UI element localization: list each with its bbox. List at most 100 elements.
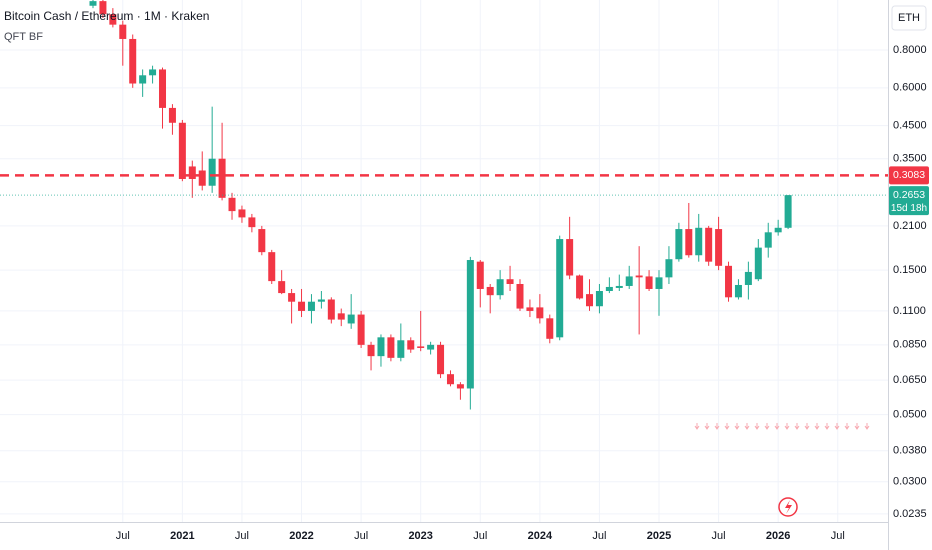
candle-body	[139, 75, 147, 84]
y-tick-label: 0.2100	[893, 220, 927, 232]
candle-body	[248, 217, 256, 228]
signal-arrow	[844, 423, 850, 430]
candle-body	[387, 337, 395, 358]
y-tick-label: 0.4500	[893, 120, 927, 132]
candle-body	[715, 229, 723, 266]
candle-body	[725, 265, 733, 298]
candle-body	[774, 227, 782, 233]
candle-body	[417, 346, 425, 348]
candle-body	[437, 344, 445, 375]
candle-body	[357, 314, 365, 345]
x-tick-label: Jul	[116, 530, 130, 542]
candle-body	[446, 374, 454, 385]
candle-body	[228, 197, 236, 212]
candle-body	[208, 158, 216, 186]
last-price-label: 0.2653	[893, 189, 925, 201]
x-tick-label: 2026	[766, 530, 790, 542]
chart-title: Bitcoin Cash / Ethereum · 1M · Kraken	[4, 9, 209, 23]
candle-body	[685, 229, 693, 256]
currency[interactable]: ETH	[898, 12, 920, 24]
signal-arrow	[704, 423, 710, 430]
y-tick-label: 0.0650	[893, 374, 927, 386]
signal-arrow	[714, 423, 720, 430]
candle-body	[586, 294, 593, 307]
y-tick-label: 0.6000	[893, 82, 927, 94]
candle-body	[754, 247, 762, 280]
x-tick-label: Jul	[473, 530, 487, 542]
candle-body	[665, 259, 673, 278]
candle-body	[576, 275, 584, 299]
candle-body	[317, 299, 325, 302]
y-tick-label: 0.0500	[893, 409, 927, 421]
candle-body	[744, 271, 752, 285]
signal-arrow	[724, 423, 730, 430]
candle-body	[635, 275, 643, 278]
candle-body	[149, 69, 157, 76]
candle-body	[645, 276, 653, 289]
grid	[0, 0, 888, 522]
candle-body	[456, 384, 464, 389]
candle-body	[625, 276, 633, 286]
candle-body	[89, 1, 97, 6]
signal-arrow	[854, 423, 860, 430]
signal-arrow	[694, 423, 700, 430]
candle-body	[695, 227, 703, 256]
candle-body	[595, 291, 603, 307]
candle-body	[288, 293, 296, 302]
candle-body	[159, 69, 167, 108]
y-tick-label: 0.8000	[893, 44, 927, 56]
candle-body	[675, 229, 683, 260]
candle-body	[427, 344, 435, 350]
signal-arrow	[774, 423, 780, 430]
candle-body	[367, 344, 375, 357]
currency-box[interactable]	[891, 5, 927, 31]
candle-body	[218, 158, 226, 198]
x-tick-label: 2023	[408, 530, 432, 542]
level-label: 0.3083	[893, 169, 925, 181]
y-tick-label: 0.0850	[893, 339, 927, 351]
candle-body	[347, 314, 355, 324]
candle-body	[188, 166, 196, 179]
signal-arrow	[754, 423, 760, 430]
candle-body	[307, 301, 315, 311]
candle-body	[566, 239, 574, 276]
candle-body	[268, 252, 276, 282]
candle-body	[109, 14, 117, 25]
y-tick-label: 0.1500	[893, 264, 927, 276]
candle-body	[278, 281, 286, 294]
last-price-box	[889, 186, 929, 216]
x-tick-label: Jul	[831, 530, 845, 542]
x-tick-label: Jul	[235, 530, 249, 542]
candle-body	[605, 286, 613, 292]
candle-body	[615, 285, 623, 288]
candle-body	[327, 299, 335, 320]
signal-arrow	[864, 423, 870, 430]
indicator-name: QFT BF	[4, 31, 43, 43]
y-tick-label: 0.0300	[893, 476, 927, 488]
x-tick-label: 2022	[289, 530, 313, 542]
candle-body	[705, 227, 713, 262]
candle-body	[397, 340, 405, 358]
candle-body	[466, 260, 474, 389]
y-tick-label: 0.0380	[893, 445, 927, 457]
x-tick-label: 2021	[170, 530, 194, 542]
signal-arrow	[824, 423, 830, 430]
candle-body	[496, 279, 504, 296]
signal-arrow	[834, 423, 840, 430]
y-tick-label: 0.0235	[893, 508, 927, 520]
candle-body	[546, 318, 554, 339]
candle-body	[377, 337, 385, 357]
candle-body	[238, 209, 246, 218]
lightning-icon[interactable]	[778, 497, 798, 517]
signal-arrow	[804, 423, 810, 430]
candle-body	[258, 229, 266, 253]
signal-arrow	[744, 423, 750, 430]
candle-body	[407, 340, 415, 350]
candle-body	[168, 107, 176, 123]
signal-arrow	[764, 423, 770, 430]
candle-body	[178, 122, 186, 179]
x-tick-label: Jul	[354, 530, 368, 542]
candle-body	[198, 170, 206, 186]
candle-body	[476, 261, 484, 289]
